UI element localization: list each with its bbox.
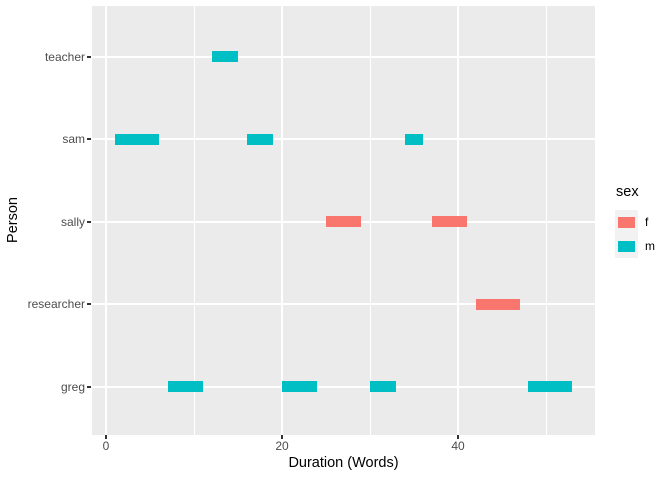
x-tick-mark	[457, 435, 459, 439]
segment-bar	[528, 381, 573, 392]
gridline-horizontal-major	[92, 55, 595, 58]
y-tick-mark	[87, 303, 91, 305]
x-tick-mark	[105, 435, 107, 439]
segment-bar	[246, 133, 274, 145]
segment-bar	[114, 133, 159, 145]
segment-bar	[370, 381, 397, 392]
gridline-horizontal-major	[92, 303, 595, 305]
segment-bar	[326, 216, 362, 227]
y-tick-mark	[87, 138, 91, 140]
legend-swatch-f	[618, 216, 635, 228]
x-tick-mark	[281, 435, 283, 439]
x-tick-label: 40	[451, 439, 465, 453]
y-tick-mark	[87, 220, 91, 223]
segment-bar	[167, 381, 203, 392]
y-tick-label: researcher	[27, 297, 85, 311]
y-tick-label: greg	[60, 379, 85, 394]
x-tick-label: 0	[102, 439, 110, 453]
legend-key	[615, 210, 638, 234]
segment-bar	[211, 51, 238, 62]
gridline-horizontal-major	[92, 385, 595, 388]
gridline-horizontal-major	[92, 138, 595, 140]
legend-label-m: m	[645, 239, 655, 253]
y-axis-title-text: Person	[5, 197, 21, 243]
segment-bar	[431, 216, 467, 227]
y-tick-label: teacher	[44, 49, 85, 64]
y-tick-mark	[87, 55, 91, 58]
plot-panel	[92, 6, 595, 435]
segment-bar	[475, 298, 520, 310]
legend-key	[615, 234, 638, 258]
legend-label-f: f	[645, 215, 649, 229]
legend-title: sex	[616, 184, 639, 200]
segment-bar	[405, 133, 423, 145]
segment-bar	[282, 381, 318, 392]
x-tick-label: 20	[275, 439, 289, 453]
y-tick-label: sally	[60, 214, 85, 229]
y-tick-mark	[87, 385, 91, 388]
legend-swatch-m	[618, 240, 635, 252]
y-tick-label: sam	[62, 132, 85, 146]
legend-keys	[615, 210, 638, 258]
x-axis-title: Duration (Words)	[288, 455, 399, 471]
